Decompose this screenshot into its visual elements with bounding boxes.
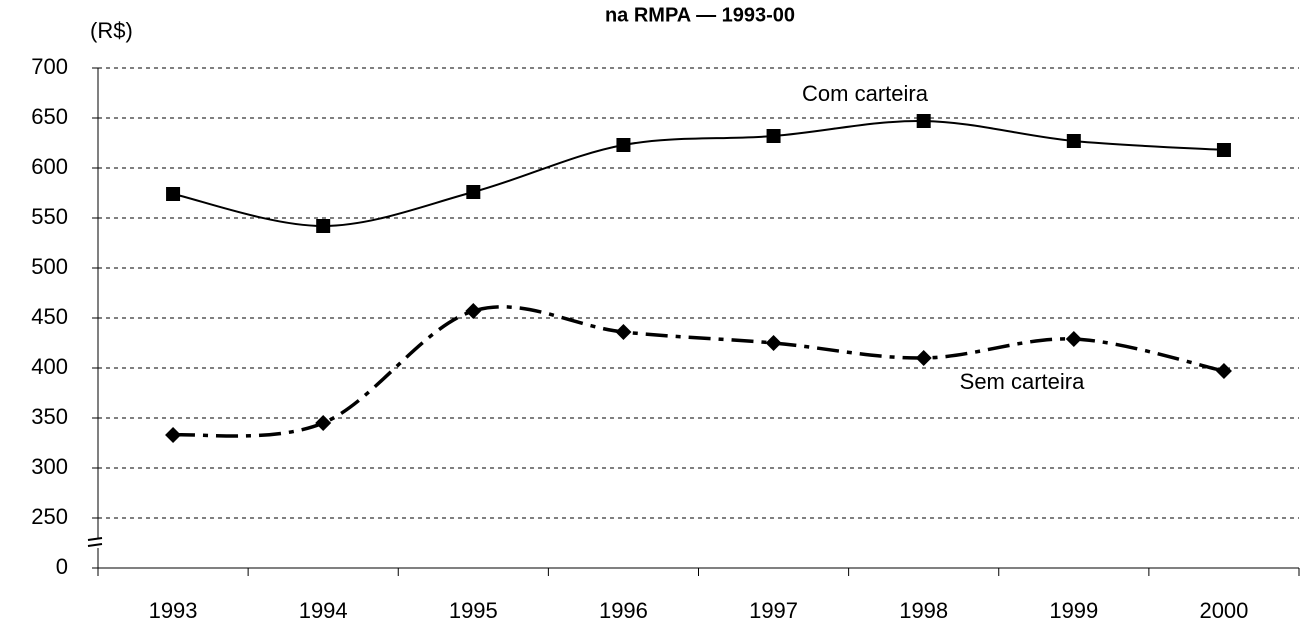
marker [315,415,332,431]
axis-break-gap [92,538,104,548]
y-tick-label: 650 [31,104,68,129]
x-tick-label: 2000 [1199,598,1248,623]
marker [466,185,481,199]
marker [165,427,182,443]
axis-break [87,537,103,541]
y-axis-label: (R$) [90,18,133,43]
marker [1216,143,1231,157]
marker [166,187,181,201]
marker [616,138,631,152]
marker [1065,331,1082,347]
x-tick-label: 1995 [449,598,498,623]
y-tick-label: 450 [31,304,68,329]
x-tick-label: 1999 [1049,598,1098,623]
x-tick-label: 1993 [149,598,198,623]
marker [615,324,632,340]
x-tick-label: 1996 [599,598,648,623]
series-label: Com carteira [802,81,929,106]
axis-break [87,543,103,547]
marker [916,114,931,128]
series-label: Sem carteira [960,369,1085,394]
y-tick-label: 250 [31,504,68,529]
y-tick-label: 350 [31,404,68,429]
series-line [172,305,1225,438]
y-tick-label: 300 [31,454,68,479]
marker [1066,134,1081,148]
y-tick-label: 700 [31,54,68,79]
marker [765,335,782,351]
chart-title: na RMPA — 1993-00 [605,4,795,26]
x-tick-label: 1998 [899,598,948,623]
y-tick-label: 550 [31,204,68,229]
marker [316,219,331,233]
marker [915,350,932,366]
y-tick-label: 400 [31,354,68,379]
x-tick-label: 1994 [299,598,348,623]
marker [1215,363,1232,379]
y-tick-label: 0 [56,554,68,579]
y-tick-label: 500 [31,254,68,279]
x-tick-label: 1997 [749,598,798,623]
marker [465,303,482,319]
marker [766,129,781,143]
y-tick-label: 600 [31,154,68,179]
series-line [172,119,1224,228]
